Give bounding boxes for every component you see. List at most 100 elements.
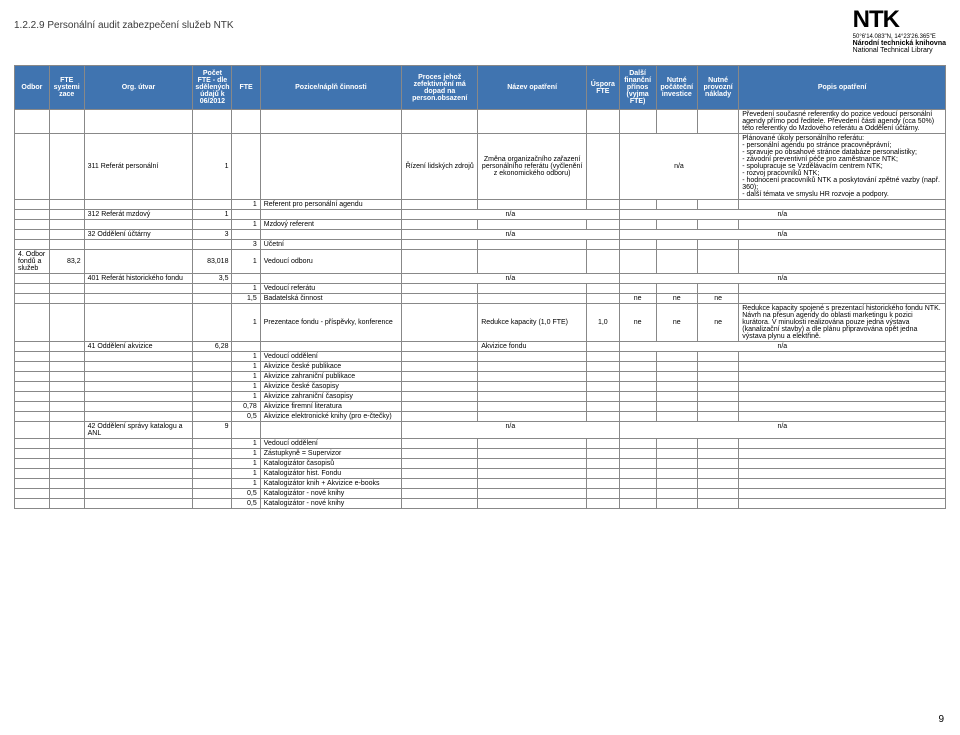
cell-pfte: 6,28 bbox=[193, 342, 232, 352]
cell-fte: 1,5 bbox=[232, 294, 260, 304]
cell-fte: 1 bbox=[232, 372, 260, 382]
cell-ne: ne bbox=[656, 294, 697, 304]
col-sys: FTE systemi zace bbox=[49, 66, 84, 110]
cell-fte: 1 bbox=[232, 304, 260, 342]
cell-pop: Redukce kapacity spojené s prezentací hi… bbox=[739, 304, 946, 342]
cell-org: 41 Oddělení akvizice bbox=[84, 342, 193, 352]
cell-poz: Akvizice elektronické knihy (pro e-čtečk… bbox=[260, 412, 401, 422]
col-nut1: Nutné počáteční investice bbox=[656, 66, 697, 110]
header-row: Odbor FTE systemi zace Org. útvar Počet … bbox=[15, 66, 946, 110]
cell-poz: Katalogizátor - nové knihy bbox=[260, 499, 401, 509]
cell-fte: 1 bbox=[232, 250, 260, 274]
cell-naz: Redukce kapacity (1,0 FTE) bbox=[478, 304, 587, 342]
cell-fte: 1 bbox=[232, 362, 260, 372]
table-row: 41 Oddělení akvizice 6,28 Akvizice fondu… bbox=[15, 342, 946, 352]
cell-sys: 83,2 bbox=[49, 250, 84, 274]
ntk-sub2: National Technical Library bbox=[853, 47, 946, 54]
cell-fte: 1 bbox=[232, 392, 260, 402]
cell-poz: Akvizice zahraniční publikace bbox=[260, 372, 401, 382]
cell-na: n/a bbox=[402, 422, 620, 439]
col-pop: Popis opatření bbox=[739, 66, 946, 110]
table-row: 312 Referát mzdový 1 n/a n/a bbox=[15, 210, 946, 220]
table-row: 42 Oddělení správy katalogu a ANL 9 n/a … bbox=[15, 422, 946, 439]
cell-poz: Vedoucí referátu bbox=[260, 284, 401, 294]
table-row: 311 Referát personální 1 Řízení lidských… bbox=[15, 134, 946, 200]
table-row: 1Akvizice zahraniční časopisy bbox=[15, 392, 946, 402]
cell-fte: 1 bbox=[232, 439, 260, 449]
col-odbor: Odbor bbox=[15, 66, 50, 110]
cell-poz: Akvizice české publikace bbox=[260, 362, 401, 372]
cell-na: n/a bbox=[619, 342, 945, 352]
cell-poz: Katalogizátor hist. Fondu bbox=[260, 469, 401, 479]
cell-poz: Účetní bbox=[260, 240, 401, 250]
table-row: 1Katalogizátor knih + Akvizice e-books bbox=[15, 479, 946, 489]
cell-fte: 1 bbox=[232, 479, 260, 489]
cell-ne: ne bbox=[619, 294, 656, 304]
cell-na: n/a bbox=[619, 422, 945, 439]
table-row: 1,5 Badatelská činnost ne ne ne bbox=[15, 294, 946, 304]
cell-poz: Mzdový referent bbox=[260, 220, 401, 230]
col-nut2: Nutné provozní náklady bbox=[697, 66, 738, 110]
col-naz: Název opatření bbox=[478, 66, 587, 110]
col-pfte: Počet FTE - dle sdělených údajů k 06/201… bbox=[193, 66, 232, 110]
table-row: Převedení současné referentky do pozice … bbox=[15, 110, 946, 134]
cell-naz: Akvizice fondu bbox=[478, 342, 587, 352]
cell-na: n/a bbox=[619, 134, 739, 200]
table-row: 1Akvizice české časopisy bbox=[15, 382, 946, 392]
cell-na: n/a bbox=[402, 274, 620, 284]
cell-pfte: 9 bbox=[193, 422, 232, 439]
cell-usp: 1,0 bbox=[587, 304, 620, 342]
cell-org: 311 Referát personální bbox=[84, 134, 193, 200]
table-row: 1Katalogizátor hist. Fondu bbox=[15, 469, 946, 479]
table-row: 0,5Katalogizátor - nové knihy bbox=[15, 499, 946, 509]
ntk-logo-text: NTK bbox=[853, 8, 946, 32]
cell-na: n/a bbox=[402, 210, 620, 220]
cell-ne: ne bbox=[656, 304, 697, 342]
cell-poz: Referent pro personální agendu bbox=[260, 200, 401, 210]
table-row: 1Katalogizátor časopisů bbox=[15, 459, 946, 469]
cell-poz: Akvizice české časopisy bbox=[260, 382, 401, 392]
cell-fte: 0,5 bbox=[232, 489, 260, 499]
cell-pfte: 1 bbox=[193, 134, 232, 200]
cell-pop: Převedení současné referentky do pozice … bbox=[739, 110, 946, 134]
table-row: 1Vedoucí oddělení bbox=[15, 352, 946, 362]
cell-poz: Katalogizátor knih + Akvizice e-books bbox=[260, 479, 401, 489]
cell-ne: ne bbox=[697, 304, 738, 342]
cell-org: 32 Oddělení účtárny bbox=[84, 230, 193, 240]
table-row: 1 Prezentace fondu - příspěvky, konferen… bbox=[15, 304, 946, 342]
table-row: 1Akvizice české publikace bbox=[15, 362, 946, 372]
page-number: 9 bbox=[938, 714, 944, 725]
cell-poz: Akvizice zahraniční časopisy bbox=[260, 392, 401, 402]
table-row: 1 Referent pro personální agendu bbox=[15, 200, 946, 210]
cell-odbor: 4. Odbor fondů a služeb bbox=[15, 250, 50, 274]
cell-fte: 1 bbox=[232, 284, 260, 294]
cell-na: n/a bbox=[402, 230, 620, 240]
cell-fte: 1 bbox=[232, 449, 260, 459]
cell-na: n/a bbox=[619, 210, 945, 220]
ntk-logo: NTK 50°6'14.083"N, 14°23'26.365"E Národn… bbox=[853, 8, 946, 54]
col-org: Org. útvar bbox=[84, 66, 193, 110]
table-row: 0,5Katalogizátor - nové knihy bbox=[15, 489, 946, 499]
col-fte: FTE bbox=[232, 66, 260, 110]
cell-naz: Změna organizačního zařazení personálníh… bbox=[478, 134, 587, 200]
table-row: 1Zástupkyně = Supervizor bbox=[15, 449, 946, 459]
col-proc: Proces jehož zefektivnění má dopad na pe… bbox=[402, 66, 478, 110]
cell-fte: 1 bbox=[232, 220, 260, 230]
table-row: 1Akvizice zahraniční publikace bbox=[15, 372, 946, 382]
cell-poz: Katalogizátor - nové knihy bbox=[260, 489, 401, 499]
cell-pop: Plánované úkoly personálního referátu: -… bbox=[739, 134, 946, 200]
table-row: 1 Mzdový referent bbox=[15, 220, 946, 230]
cell-org: 312 Referát mzdový bbox=[84, 210, 193, 220]
table-row: 0,78Akvizice firemní literatura bbox=[15, 402, 946, 412]
cell-fte: 1 bbox=[232, 469, 260, 479]
table-row: 3 Účetní bbox=[15, 240, 946, 250]
cell-fte: 1 bbox=[232, 352, 260, 362]
col-usp: Úspora FTE bbox=[587, 66, 620, 110]
cell-pfte: 83,018 bbox=[193, 250, 232, 274]
page-title: 1.2.2.9 Personální audit zabezpečení slu… bbox=[14, 20, 234, 31]
table-row: 401 Referát historického fondu 3,5 n/a n… bbox=[15, 274, 946, 284]
cell-pfte: 1 bbox=[193, 210, 232, 220]
cell-ne: ne bbox=[619, 304, 656, 342]
cell-fte: 1 bbox=[232, 382, 260, 392]
cell-fte: 0,5 bbox=[232, 499, 260, 509]
